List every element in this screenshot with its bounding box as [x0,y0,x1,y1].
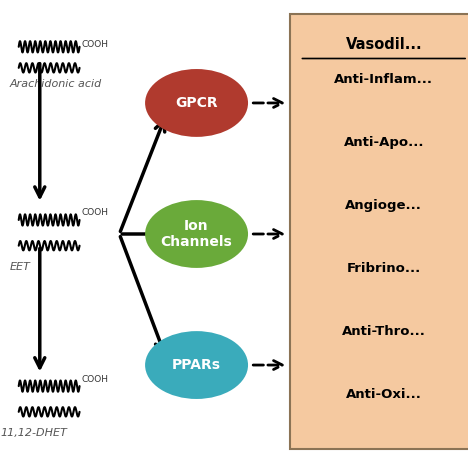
Ellipse shape [145,331,248,399]
Text: 11,12-DHET: 11,12-DHET [0,428,67,438]
Text: Anti-Apo...: Anti-Apo... [344,136,424,149]
Text: Anti-Thro...: Anti-Thro... [342,325,426,338]
Text: Angioge...: Angioge... [345,199,422,212]
Text: EET: EET [9,262,30,272]
Text: Anti-Inflam...: Anti-Inflam... [334,73,433,86]
Ellipse shape [145,69,248,137]
FancyBboxPatch shape [290,14,468,449]
Text: Anti-Oxi...: Anti-Oxi... [346,388,422,401]
Text: COOH: COOH [82,208,109,218]
Text: COOH: COOH [82,40,109,49]
Text: Ion
Channels: Ion Channels [161,219,233,249]
Text: PPARs: PPARs [172,358,221,372]
Text: Fribrino...: Fribrino... [347,262,421,275]
Text: COOH: COOH [82,374,109,384]
Ellipse shape [145,200,248,268]
Text: GPCR: GPCR [175,96,218,110]
Text: Vasodil...: Vasodil... [345,37,422,52]
Text: Arachidonic acid: Arachidonic acid [9,79,102,89]
